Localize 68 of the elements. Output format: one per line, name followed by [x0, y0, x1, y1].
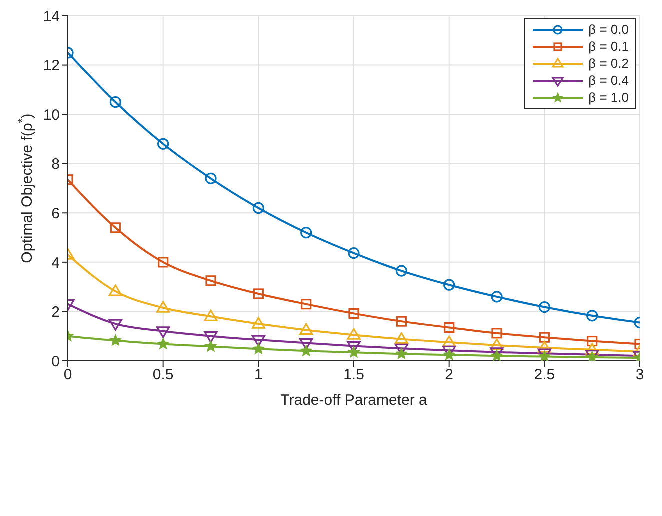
point	[348, 346, 360, 358]
x-tick-label: 0	[64, 366, 72, 384]
point	[347, 328, 361, 340]
point	[205, 340, 217, 352]
point	[252, 343, 264, 354]
point	[156, 326, 170, 338]
point	[110, 222, 121, 234]
point	[108, 319, 122, 331]
point	[348, 308, 360, 319]
legend-label: β = 0.0	[588, 22, 629, 37]
legend-label: β = 1.0	[588, 90, 629, 105]
y-tick-label: 6	[52, 205, 60, 222]
point	[158, 138, 170, 150]
point	[491, 291, 503, 303]
point	[587, 336, 598, 347]
legend-label: β = 0.1	[588, 39, 629, 54]
y-tick-label: 12	[43, 58, 60, 75]
point	[252, 335, 266, 347]
point	[442, 336, 456, 348]
y-tick-label: 8	[52, 156, 60, 174]
point	[539, 332, 550, 343]
point	[444, 322, 455, 334]
point	[158, 338, 170, 350]
x-tick-label: 3	[636, 366, 644, 384]
x-axis-title: Trade-off Parameter a	[280, 392, 428, 409]
point	[396, 316, 407, 327]
point	[444, 349, 456, 360]
point	[348, 248, 360, 260]
x-tick-label: 1.5	[344, 366, 364, 384]
point	[394, 332, 408, 344]
legend-label: β = 0.2	[588, 56, 629, 71]
point	[538, 341, 552, 353]
x-tick-label: 2	[445, 366, 454, 384]
point	[110, 96, 122, 108]
point	[253, 288, 264, 300]
point	[396, 265, 408, 277]
point	[538, 301, 550, 314]
point	[300, 338, 314, 350]
point	[252, 317, 266, 329]
point	[158, 257, 169, 268]
legend-label: β = 0.4	[588, 73, 629, 88]
point	[205, 172, 217, 184]
point	[156, 301, 170, 313]
point	[301, 299, 312, 310]
point	[204, 310, 218, 322]
point	[300, 323, 314, 335]
point	[300, 345, 312, 356]
point	[300, 227, 312, 239]
y-tick-label: 0	[52, 353, 60, 370]
y-tick-label: 4	[52, 254, 60, 272]
point	[586, 310, 598, 322]
point	[444, 279, 456, 291]
point	[586, 343, 600, 355]
point	[252, 202, 264, 214]
y-tick-label: 2	[52, 304, 60, 322]
point	[491, 350, 503, 361]
point	[204, 332, 218, 344]
x-tick-label: 1	[254, 366, 263, 384]
y-tick-label: 10	[43, 106, 60, 124]
point	[396, 348, 408, 360]
x-tick-label: 2.5	[534, 366, 556, 384]
point	[206, 276, 216, 286]
point	[492, 328, 502, 339]
y-tick-label: 14	[43, 8, 60, 26]
x-tick-label: 0.5	[152, 366, 174, 384]
point	[490, 338, 504, 350]
point	[110, 334, 122, 346]
point	[108, 284, 122, 296]
